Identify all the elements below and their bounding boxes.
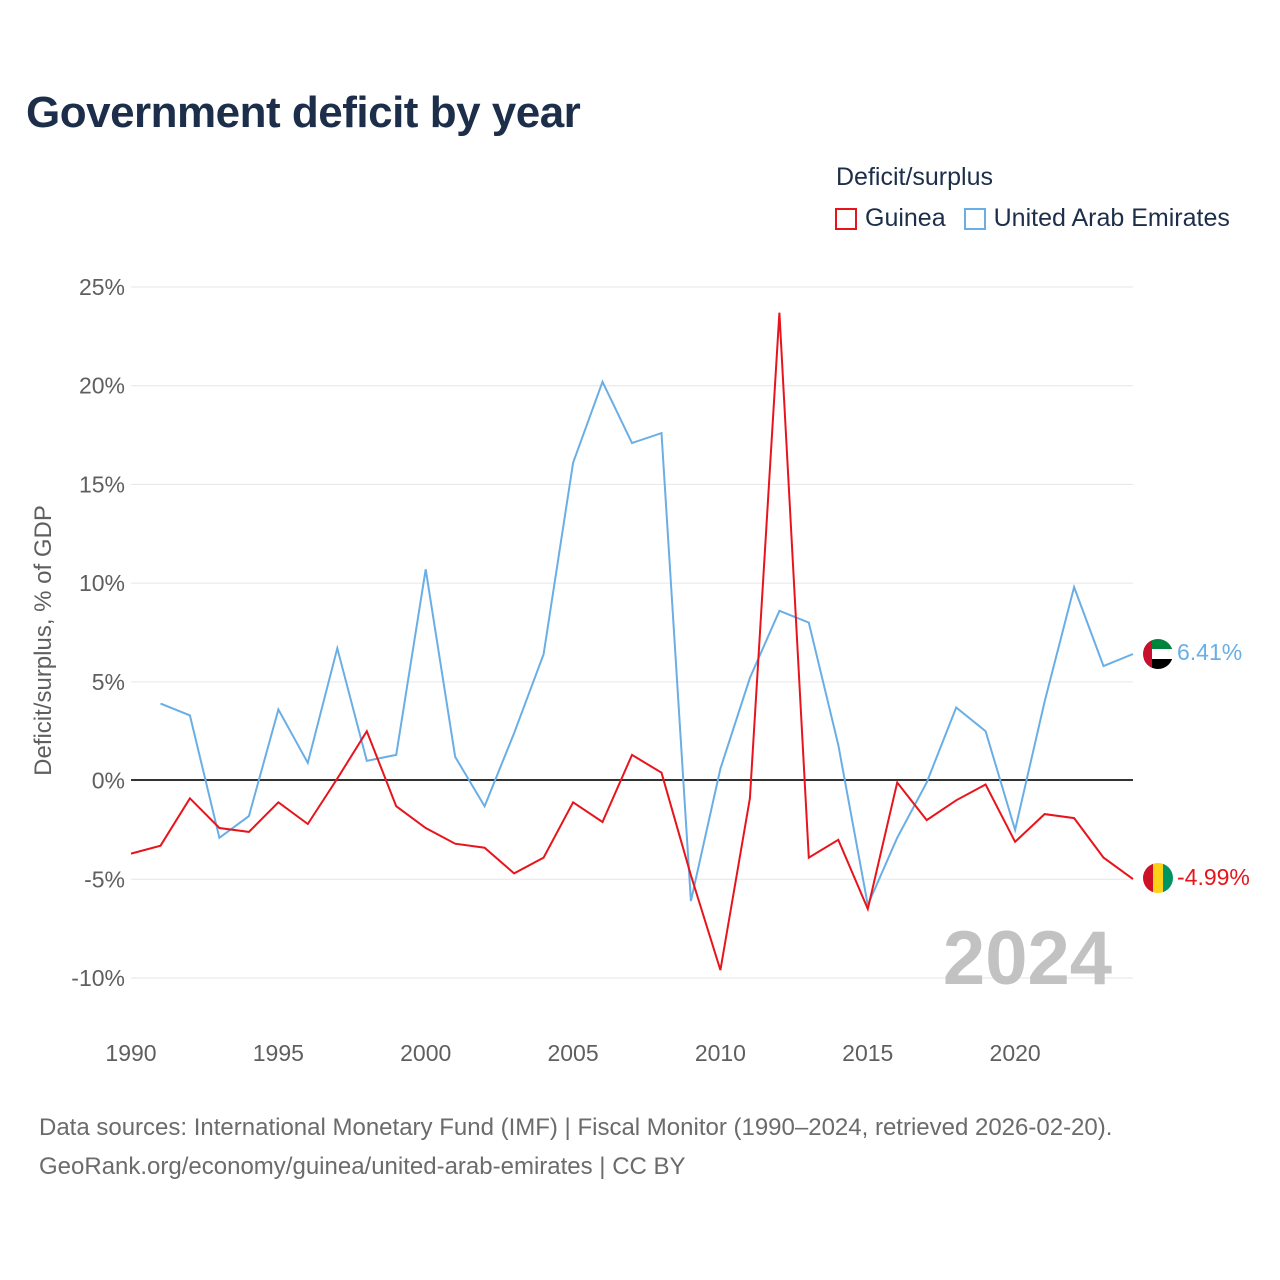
y-tick-label: 25% [79,274,125,300]
x-tick-label: 2010 [695,1040,746,1066]
x-tick-label: 2015 [842,1040,893,1066]
legend-label-uae: United Arab Emirates [993,204,1230,232]
guinea-flag-icon [1143,863,1173,893]
page-title: Government deficit by year [26,88,581,137]
deficit-line-chart: 25% 20% 15% 10% 5% 0% -5% -10% 1990 1995 2000 2005 2… [30,274,1250,1066]
series-line-guinea [130,312,1134,971]
legend: Guinea United Arab Emirates [835,204,1248,233]
legend-item-uae[interactable]: United Arab Emirates [963,204,1230,233]
legend-swatch-guinea [835,207,857,230]
legend-item-guinea[interactable]: Guinea [835,204,946,233]
series-line-united-arab-emirates [160,379,1134,909]
y-tick-label: 15% [79,471,125,497]
year-watermark: 2024 [943,916,1112,1001]
y-axis-title: Deficit/surplus, % of GDP [30,505,57,776]
legend-label-guinea: Guinea [865,204,946,232]
uae-flag-icon [1143,639,1173,669]
x-tick-label: 1995 [253,1040,304,1066]
y-tick-label: -10% [71,965,125,991]
y-tick-label: 10% [79,570,125,596]
y-tick-label: 0% [92,768,125,794]
x-tick-label: 2000 [400,1040,451,1066]
x-tick-label: 2005 [547,1040,598,1066]
x-tick-label: 2020 [990,1040,1041,1066]
sources-line-1: Data sources: International Monetary Fun… [39,1114,1113,1141]
y-tick-label: 5% [92,669,125,695]
end-label-uae: 6.41% [1177,639,1242,665]
x-tick-label: 1990 [105,1040,156,1066]
end-label-guinea: -4.99% [1177,864,1250,890]
y-tick-label: 20% [79,373,125,399]
legend-swatch-uae [963,207,986,230]
sources-note: Data sources: International Monetary Fun… [39,1108,1112,1186]
legend-title: Deficit/surplus [836,163,993,191]
sources-line-2: GeoRank.org/economy/guinea/united-arab-e… [39,1153,686,1180]
y-tick-label: -5% [84,866,125,892]
